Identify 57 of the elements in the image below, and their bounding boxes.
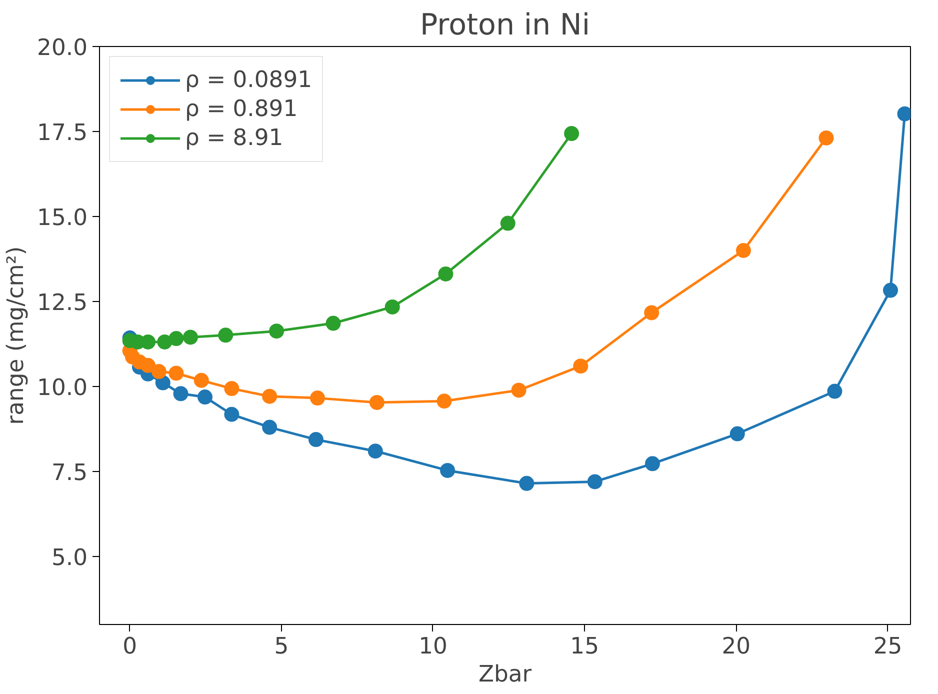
point — [157, 334, 172, 350]
point — [368, 444, 383, 459]
y-tick-label: 7.5 — [51, 460, 88, 486]
point — [500, 216, 516, 231]
point — [224, 381, 240, 396]
point — [168, 331, 184, 346]
point — [440, 462, 456, 478]
chart-title: Proton in Ni — [420, 8, 590, 42]
legend-label: ρ = 0.891 — [185, 96, 298, 122]
x-axis-title: Zbar — [478, 662, 532, 688]
point — [224, 406, 240, 422]
point — [827, 384, 842, 399]
point — [198, 390, 213, 405]
point — [369, 394, 384, 410]
point — [168, 366, 184, 381]
point — [384, 299, 400, 314]
point — [564, 126, 580, 142]
y-tick-label: 17.5 — [37, 120, 88, 146]
y-tick-label: 5.0 — [51, 545, 88, 571]
point — [511, 382, 526, 398]
y-tick-label: 20.0 — [37, 35, 88, 61]
point — [310, 390, 325, 406]
y-tick-label: 12.5 — [37, 290, 88, 316]
x-tick-label: 0 — [122, 634, 138, 660]
point — [218, 328, 234, 343]
point — [818, 130, 834, 146]
point — [436, 394, 452, 409]
y-axis-title: range (mg/cm²) — [3, 246, 30, 425]
x-tick-label: 25 — [873, 634, 902, 660]
point — [151, 364, 166, 380]
point — [438, 266, 454, 282]
point — [587, 474, 602, 490]
point — [644, 456, 660, 472]
x-tick-label: 5 — [274, 634, 289, 660]
point — [519, 476, 534, 491]
point — [730, 426, 745, 442]
point — [573, 358, 588, 374]
point — [194, 372, 209, 388]
point — [308, 432, 324, 448]
point — [182, 330, 198, 345]
y-tick-label: 15.0 — [37, 205, 88, 231]
legend-label: ρ = 0.0891 — [185, 67, 312, 93]
x-tick-label: 15 — [570, 634, 600, 660]
point — [882, 282, 898, 298]
x-tick-label: 20 — [722, 634, 751, 660]
legend-label: ρ = 8.91 — [185, 125, 284, 151]
point — [326, 316, 341, 331]
point — [262, 420, 278, 435]
point — [140, 334, 156, 350]
y-tick-label: 10.0 — [37, 375, 88, 401]
point — [262, 388, 278, 404]
point — [644, 305, 660, 320]
point — [173, 386, 188, 402]
point — [269, 324, 284, 339]
point — [736, 243, 751, 258]
point — [140, 358, 156, 373]
x-tick-label: 10 — [418, 634, 448, 660]
